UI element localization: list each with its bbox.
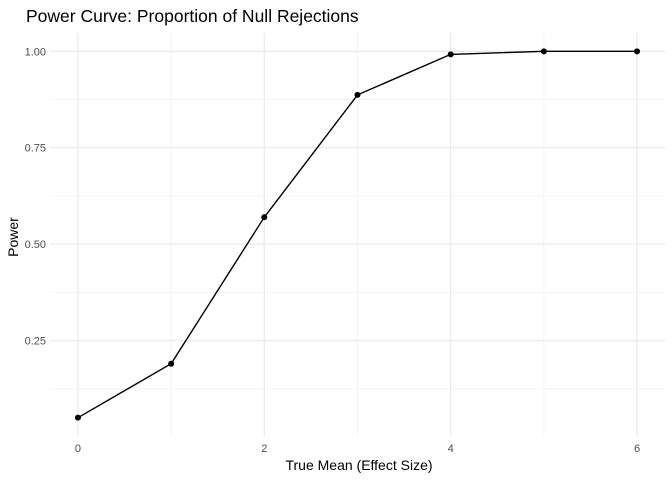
data-point — [540, 48, 547, 55]
data-point — [354, 91, 361, 98]
y-axis-title: Power — [5, 217, 21, 257]
series-layer — [74, 48, 641, 421]
data-point — [634, 48, 641, 55]
data-point — [168, 360, 175, 367]
grid-layer — [50, 33, 665, 436]
chart-title: Power Curve: Proportion of Null Rejectio… — [26, 6, 359, 26]
y-tick-label: 0.50 — [25, 239, 46, 251]
y-tick-label: 1.00 — [25, 46, 46, 58]
data-point — [447, 51, 454, 58]
tick-label-layer: 0.25 0.50 0.75 1.00 0 2 4 6 — [25, 46, 641, 455]
x-tick-label: 4 — [448, 443, 454, 455]
x-tick-label: 0 — [75, 443, 81, 455]
x-tick-label: 6 — [634, 443, 640, 455]
x-axis-title: True Mean (Effect Size) — [285, 457, 432, 473]
data-point — [74, 414, 81, 421]
y-tick-label: 0.75 — [25, 143, 46, 155]
x-tick-label: 2 — [261, 443, 267, 455]
data-point — [261, 214, 268, 221]
y-tick-label: 0.25 — [25, 336, 46, 348]
